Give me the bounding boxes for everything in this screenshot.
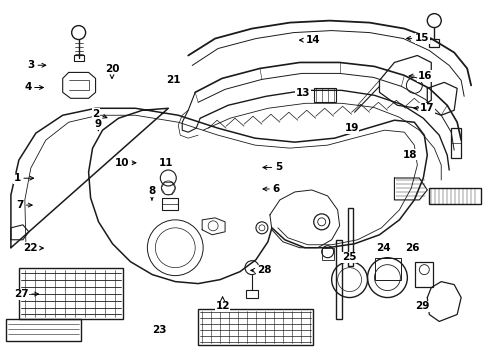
Bar xyxy=(19,268,123,319)
Text: 11: 11 xyxy=(158,158,172,168)
Text: 17: 17 xyxy=(413,103,434,113)
Text: 6: 6 xyxy=(263,184,279,194)
Bar xyxy=(414,262,432,287)
Text: 28: 28 xyxy=(250,265,271,275)
Text: 9: 9 xyxy=(95,120,102,131)
Bar xyxy=(428,188,480,204)
Bar xyxy=(335,240,341,319)
Text: 22: 22 xyxy=(23,243,43,253)
Text: 8: 8 xyxy=(148,186,155,200)
Text: 3: 3 xyxy=(27,60,46,70)
Bar xyxy=(347,208,352,266)
Text: 21: 21 xyxy=(166,75,181,85)
Bar xyxy=(198,310,312,345)
Text: 19: 19 xyxy=(344,123,358,133)
Bar xyxy=(74,55,83,62)
Text: 15: 15 xyxy=(406,33,428,43)
Text: 18: 18 xyxy=(402,150,417,160)
Text: 24: 24 xyxy=(375,243,390,253)
Text: 5: 5 xyxy=(263,162,282,172)
Text: 1: 1 xyxy=(13,173,34,183)
Bar xyxy=(313,88,335,102)
Bar xyxy=(6,319,81,341)
Text: 20: 20 xyxy=(104,64,119,78)
Text: 27: 27 xyxy=(14,289,39,299)
Bar xyxy=(321,248,333,260)
Text: 10: 10 xyxy=(114,158,136,168)
Text: 12: 12 xyxy=(215,297,229,311)
Text: 16: 16 xyxy=(408,71,431,81)
Text: 23: 23 xyxy=(152,325,166,335)
Bar xyxy=(245,289,258,298)
Bar xyxy=(162,198,178,210)
Text: 29: 29 xyxy=(414,301,428,311)
Text: 26: 26 xyxy=(405,243,419,253)
Text: 25: 25 xyxy=(341,252,356,262)
Text: 2: 2 xyxy=(92,109,107,119)
Bar xyxy=(450,128,460,158)
Text: 4: 4 xyxy=(24,82,43,93)
Text: 13: 13 xyxy=(295,88,309,98)
Text: 14: 14 xyxy=(299,35,319,45)
Bar xyxy=(375,258,401,280)
Text: 7: 7 xyxy=(16,200,32,210)
Bar xyxy=(428,39,438,46)
